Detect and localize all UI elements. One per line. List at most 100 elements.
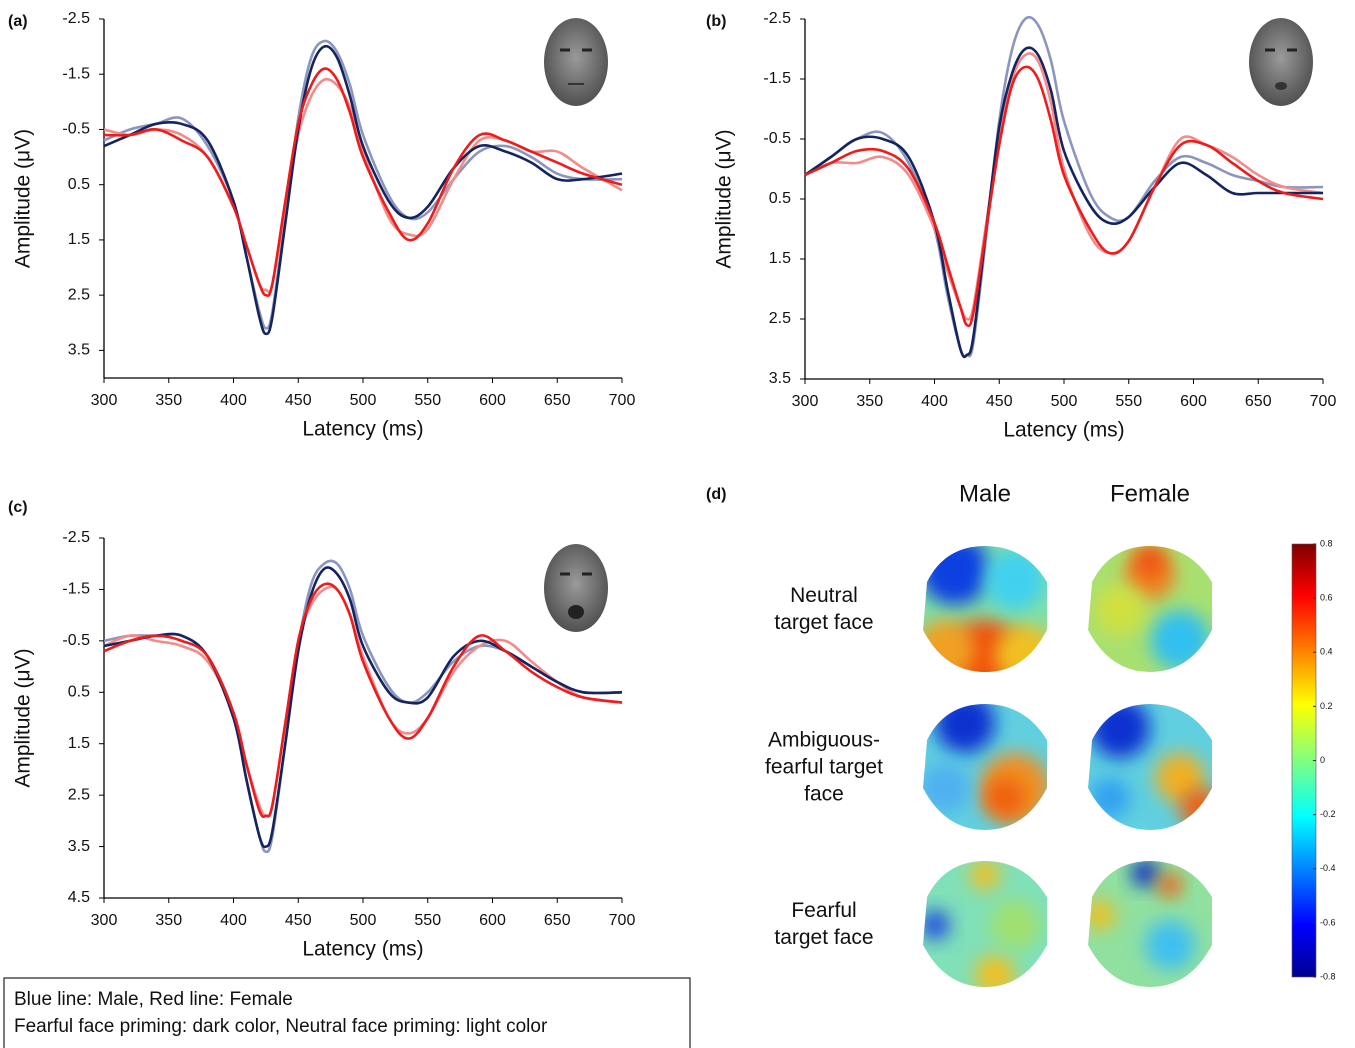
y-axis-title: Amplitude (μV) xyxy=(12,648,35,787)
topomap-blob xyxy=(990,900,1040,950)
topomap-blob xyxy=(1088,900,1115,930)
topomap-blob xyxy=(1135,546,1165,575)
topomap xyxy=(1088,704,1212,830)
series-line xyxy=(804,65,1324,328)
y-axis-title: Amplitude (μV) xyxy=(713,129,736,268)
topomap xyxy=(923,704,1047,830)
panel-label: (b) xyxy=(706,13,726,30)
x-tick-label: 450 xyxy=(285,392,312,409)
topomap-blob xyxy=(1095,585,1145,635)
topomap xyxy=(1088,861,1212,987)
series-line xyxy=(804,52,1324,321)
colorbar-tick-label: 0.8 xyxy=(1320,538,1333,548)
panel-label: (c) xyxy=(8,499,28,516)
face-image xyxy=(544,18,608,106)
series-line xyxy=(804,46,1323,359)
x-axis-title: Latency (ms) xyxy=(302,938,423,961)
x-tick-label: 300 xyxy=(91,392,118,409)
legend-box xyxy=(3,977,691,1048)
x-tick-label: 400 xyxy=(220,392,247,409)
y-tick-label: -1.5 xyxy=(62,581,90,598)
y-tick-label: 3.5 xyxy=(769,370,791,387)
legend-text: Blue line: Male, Red line: Female xyxy=(14,989,293,1010)
column-label: Female xyxy=(1110,480,1190,507)
topomap-blob xyxy=(975,955,1015,987)
y-tick-label: 3.5 xyxy=(68,838,90,855)
row-label: Fearful xyxy=(791,899,856,922)
topomap-blob xyxy=(1180,788,1212,828)
x-tick-label: 350 xyxy=(155,912,182,929)
colorbar-tick-label: -0.6 xyxy=(1320,917,1336,927)
x-tick-label: 450 xyxy=(285,912,312,929)
row-label: target face xyxy=(774,611,873,634)
y-tick-label: -2.5 xyxy=(763,10,791,27)
row-label: Neutral xyxy=(790,584,858,607)
topomap-blob xyxy=(1150,610,1210,670)
column-label: Male xyxy=(959,480,1011,507)
x-tick-label: 300 xyxy=(792,393,819,410)
y-tick-label: -2.5 xyxy=(62,529,90,546)
topomap xyxy=(923,861,1047,987)
x-tick-label: 450 xyxy=(986,393,1013,410)
y-tick-label: 0.5 xyxy=(68,684,90,701)
x-axis-title: Latency (ms) xyxy=(302,418,423,441)
topomap-blob xyxy=(1090,778,1130,818)
topomap-blob xyxy=(1158,873,1182,897)
row-label: Ambiguous- xyxy=(768,729,880,752)
row-label: fearful target xyxy=(765,756,883,779)
x-tick-label: 550 xyxy=(414,392,441,409)
topomap-blob xyxy=(923,910,950,940)
x-tick-label: 700 xyxy=(609,392,636,409)
y-tick-label: 4.5 xyxy=(68,889,90,906)
y-tick-label: -0.5 xyxy=(763,130,791,147)
x-tick-label: 350 xyxy=(155,392,182,409)
y-tick-label: 3.5 xyxy=(68,342,90,359)
row-label: face xyxy=(804,783,844,806)
legend-text: Fearful face priming: dark color, Neutra… xyxy=(14,1016,548,1037)
y-tick-label: -1.5 xyxy=(62,65,90,82)
x-tick-label: 500 xyxy=(350,912,377,929)
x-tick-label: 500 xyxy=(350,392,377,409)
colorbar-tick-label: 0.4 xyxy=(1320,647,1333,657)
topomap-blob xyxy=(923,620,975,672)
x-axis-title: Latency (ms) xyxy=(1003,419,1124,442)
topomap-blob xyxy=(995,625,1047,672)
face-image xyxy=(1249,18,1313,106)
colorbar-tick-label: -0.2 xyxy=(1320,809,1336,819)
topomap-blob xyxy=(985,778,1025,818)
x-tick-label: 350 xyxy=(856,393,883,410)
series-line xyxy=(103,77,623,294)
y-tick-label: 2.5 xyxy=(68,786,90,803)
y-tick-label: 0.5 xyxy=(68,176,90,193)
x-tick-label: 400 xyxy=(921,393,948,410)
colorbar xyxy=(1291,543,1317,978)
y-tick-label: 2.5 xyxy=(68,286,90,303)
y-axis-title: Amplitude (μV) xyxy=(12,129,35,268)
series-line xyxy=(103,566,623,849)
x-tick-label: 600 xyxy=(479,392,506,409)
topomap xyxy=(1088,546,1212,672)
x-tick-label: 300 xyxy=(91,912,118,929)
series-line xyxy=(103,67,623,298)
y-tick-label: 1.5 xyxy=(68,231,90,248)
face-image xyxy=(544,544,608,632)
x-tick-label: 550 xyxy=(414,912,441,929)
colorbar-tick-label: -0.4 xyxy=(1320,863,1336,873)
series-line xyxy=(103,44,623,336)
series-line xyxy=(103,559,623,854)
y-tick-label: -0.5 xyxy=(62,632,90,649)
topomap-blob xyxy=(935,704,995,753)
x-tick-label: 550 xyxy=(1115,393,1142,410)
series-line xyxy=(103,39,623,330)
y-tick-label: 1.5 xyxy=(769,250,791,267)
colorbar-tick-label: 0.2 xyxy=(1320,701,1333,711)
topomap-blob xyxy=(923,763,970,813)
panel-label: (a) xyxy=(8,13,28,30)
colorbar-tick-label: 0.6 xyxy=(1320,593,1333,603)
x-tick-label: 700 xyxy=(609,912,636,929)
x-tick-label: 650 xyxy=(1245,393,1272,410)
y-tick-label: -1.5 xyxy=(763,70,791,87)
x-tick-label: 650 xyxy=(544,912,571,929)
topomap-blob xyxy=(1131,861,1159,887)
